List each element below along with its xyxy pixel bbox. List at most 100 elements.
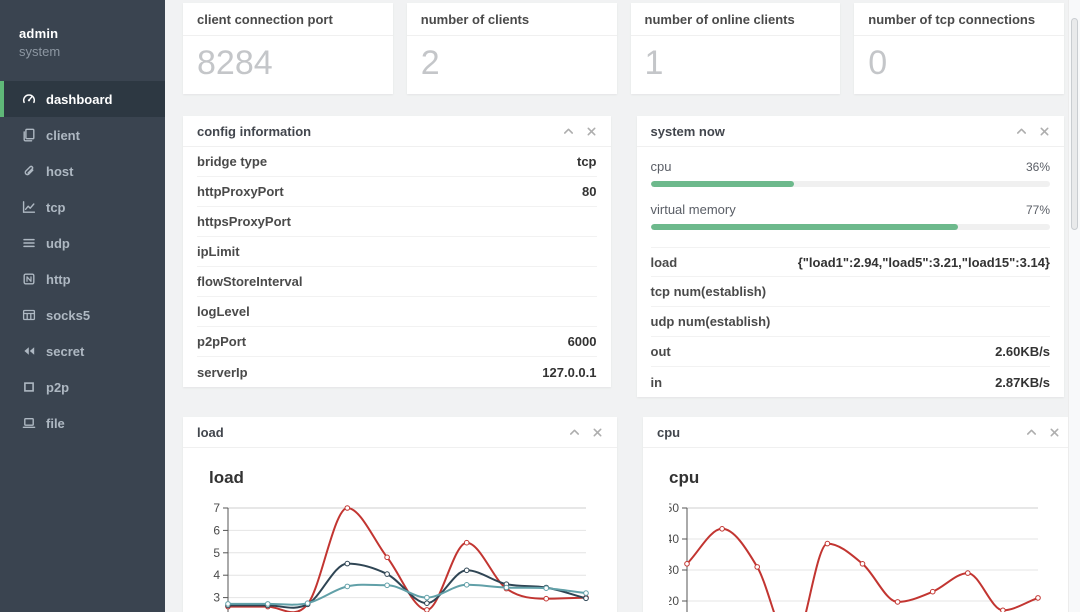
kv-value: 6000 <box>567 334 597 349</box>
progress-fill <box>650 181 795 187</box>
scrollbar[interactable] <box>1068 0 1080 612</box>
svg-text:50: 50 <box>669 502 679 515</box>
config-rows: bridge type tcp httpProxyPort 80 httpsProxyP… <box>183 147 611 387</box>
main-content: client connection port 8284 number of clie… <box>165 0 1080 612</box>
stat-card-value: 2 <box>420 44 440 82</box>
client-icon <box>22 128 46 142</box>
kv-label: httpProxyPort <box>197 184 284 199</box>
kv-value: tcp <box>577 154 597 169</box>
collapse-icon[interactable] <box>1016 126 1027 137</box>
chart-row: load load 765432 cpu cpu 50403020100 <box>183 417 1074 612</box>
close-icon[interactable] <box>592 427 603 438</box>
sidebar-item-file[interactable]: file <box>0 405 165 441</box>
load-chart-panel-header: load <box>183 417 617 448</box>
sidebar-item-host[interactable]: host <box>0 153 165 189</box>
panel-title: system now <box>650 123 725 139</box>
system-panel: system now cpu 36% virtual memory 77% load {… <box>636 116 1065 397</box>
stat-card-label: client connection port <box>183 3 393 36</box>
cpu-chart-panel-header: cpu <box>643 417 1074 448</box>
sidebar-item-label: host <box>46 163 74 179</box>
panel-controls <box>1016 126 1050 137</box>
sidebar-item-http[interactable]: http <box>0 261 165 297</box>
sidebar-menu: dashboard client host tcp udp http socks5 secre… <box>0 81 165 441</box>
gauge-percent: 77% <box>1025 203 1050 217</box>
cpu-chart-body: cpu 50403020100 <box>643 448 1074 612</box>
cpu-chart: 50403020100 <box>669 502 1074 612</box>
kv-row-load: load {"load1":2.94,"load5":3.21,"load15":… <box>650 247 1050 277</box>
sidebar-item-client[interactable]: client <box>0 117 165 153</box>
gauge-percent: 36% <box>1025 160 1050 174</box>
collapse-icon[interactable] <box>1026 427 1037 438</box>
panel-row: config information bridge type tcp httpPro… <box>183 116 1064 397</box>
kv-label: httpsProxyPort <box>197 214 291 229</box>
sidebar: admin system dashboard client host tcp udp ht… <box>0 0 165 612</box>
collapse-icon[interactable] <box>563 126 574 137</box>
gauge-cpu: cpu 36% <box>650 159 1050 187</box>
config-panel: config information bridge type tcp httpPro… <box>183 116 611 387</box>
sidebar-item-tcp[interactable]: tcp <box>0 189 165 225</box>
svg-text:4: 4 <box>213 568 220 582</box>
kv-label: bridge type <box>197 154 268 169</box>
stat-cards-row: client connection port 8284 number of clie… <box>183 3 1064 94</box>
gauge-label: virtual memory <box>650 202 736 217</box>
kv-label: p2pPort <box>197 334 247 349</box>
kv-row-in: in 2.87KB/s <box>651 367 1051 397</box>
load-chart-svg: 765432 <box>213 502 589 612</box>
dashboard-icon <box>22 92 46 106</box>
cpu-chart-svg: 50403020100 <box>669 502 1041 612</box>
stat-card-label: number of clients <box>406 3 617 36</box>
stat-card-label: number of online clients <box>630 3 841 36</box>
kv-row-tcp-num-establish-: tcp num(establish) <box>650 277 1050 307</box>
close-icon[interactable] <box>586 126 597 137</box>
http-icon <box>22 272 46 286</box>
panel-controls <box>563 126 597 137</box>
close-icon[interactable] <box>1039 126 1050 137</box>
system-panel-body: cpu 36% virtual memory 77% load {"load1":2.9… <box>637 147 1065 397</box>
sidebar-item-label: file <box>46 415 65 431</box>
kv-value: 127.0.0.1 <box>542 364 597 380</box>
sidebar-item-udp[interactable]: udp <box>0 225 165 261</box>
kv-row-httpsProxyPort: httpsProxyPort <box>197 207 597 237</box>
sidebar-item-p2p[interactable]: p2p <box>0 369 165 405</box>
svg-text:30: 30 <box>669 563 679 577</box>
sidebar-item-label: dashboard <box>46 91 113 107</box>
kv-label: in <box>650 374 663 390</box>
kv-value: 2.87KB/s <box>995 374 1050 390</box>
kv-row-flowStoreInterval: flowStoreInterval <box>197 267 597 297</box>
collapse-icon[interactable] <box>569 427 580 438</box>
file-icon <box>22 416 46 430</box>
sidebar-item-dashboard[interactable]: dashboard <box>0 81 165 117</box>
stat-card-value: 0 <box>868 44 888 82</box>
stat-card: number of tcp connections 0 <box>854 3 1064 94</box>
kv-label: out <box>650 344 671 359</box>
kv-row-bridge-type: bridge type tcp <box>197 147 597 177</box>
sidebar-item-secret[interactable]: secret <box>0 333 165 369</box>
system-rows: load {"load1":2.94,"load5":3.21,"load15":… <box>650 247 1051 397</box>
kv-row-serverIp: serverIp 127.0.0.1 <box>197 357 597 387</box>
secret-icon <box>22 344 46 358</box>
progress-track <box>650 181 1050 187</box>
sidebar-item-socks5[interactable]: socks5 <box>0 297 165 333</box>
tcp-icon <box>22 200 46 214</box>
kv-label: logLevel <box>197 304 250 319</box>
scrollbar-thumb[interactable] <box>1071 18 1078 230</box>
sidebar-item-label: udp <box>46 235 70 251</box>
kv-row-logLevel: logLevel <box>197 297 597 327</box>
kv-label: udp num(establish) <box>650 314 771 329</box>
svg-text:3: 3 <box>213 591 220 605</box>
sidebar-item-label: client <box>46 127 80 143</box>
load-chart-title: load <box>209 468 244 487</box>
system-panel-header: system now <box>636 116 1064 147</box>
svg-text:20: 20 <box>669 594 679 608</box>
kv-label: ipLimit <box>197 244 240 259</box>
kv-value: {"load1":2.94,"load5":3.21,"load15":3.14… <box>797 254 1050 270</box>
close-icon[interactable] <box>1049 427 1060 438</box>
stat-card-value: 8284 <box>197 44 273 82</box>
user-name: admin <box>19 26 59 41</box>
kv-value: 80 <box>582 184 597 199</box>
udp-icon <box>22 236 46 250</box>
p2p-icon <box>22 380 46 394</box>
progress-track <box>650 224 1050 230</box>
load-chart-panel: load load 765432 <box>183 417 617 612</box>
